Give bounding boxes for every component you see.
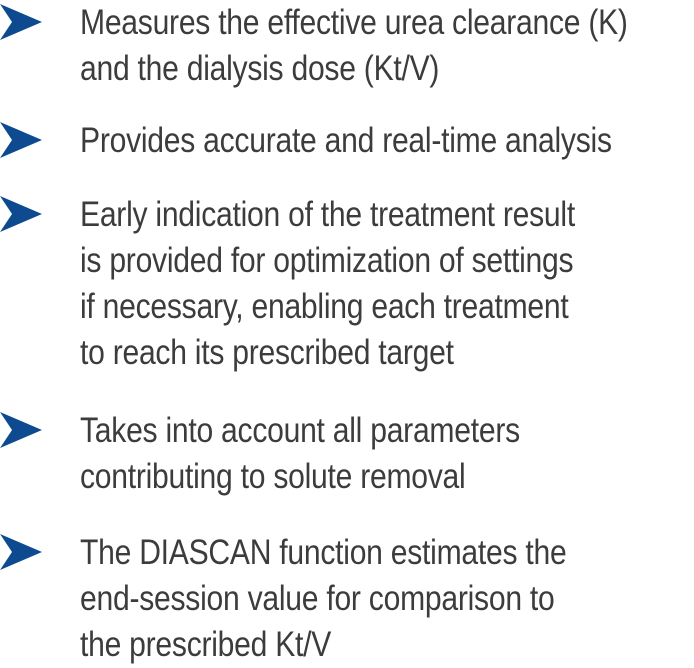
feature-text-line: contributing to solute removal [80, 457, 466, 496]
feature-text-line: is provided for optimization of settings [80, 241, 574, 280]
arrowhead-bullet-icon [0, 122, 42, 158]
feature-text: Provides accurate and real-time analysis [80, 118, 612, 164]
feature-text-line: Provides accurate and real-time analysis [80, 121, 612, 160]
feature-text: Measures the effective urea clearance (K… [80, 0, 628, 92]
feature-text-line: Takes into account all parameters [80, 411, 520, 450]
feature-text: Takes into account all parameters contri… [80, 408, 608, 500]
feature-text: Early indication of the treatment result… [80, 192, 608, 376]
arrowhead-bullet-icon [0, 4, 42, 40]
feature-text-line: to reach its prescribed target [80, 333, 454, 372]
feature-text-line: and the dialysis dose (Kt/V) [80, 49, 440, 88]
feature-text-line: end-session value for comparison to [80, 579, 555, 618]
feature-text-line: the prescribed Kt/V [80, 625, 332, 664]
arrowhead-bullet-icon [0, 196, 42, 232]
arrowhead-bullet-icon [0, 412, 42, 448]
arrowhead-bullet-icon [0, 534, 42, 570]
feature-text-line: if necessary, enabling each treatment [80, 287, 569, 326]
feature-text: The DIASCAN function estimates the end-s… [80, 530, 608, 668]
feature-text-line: The DIASCAN function estimates the [80, 533, 567, 572]
feature-text-line: Measures the effective urea clearance (K… [80, 3, 628, 42]
feature-text-line: Early indication of the treatment result [80, 195, 575, 234]
